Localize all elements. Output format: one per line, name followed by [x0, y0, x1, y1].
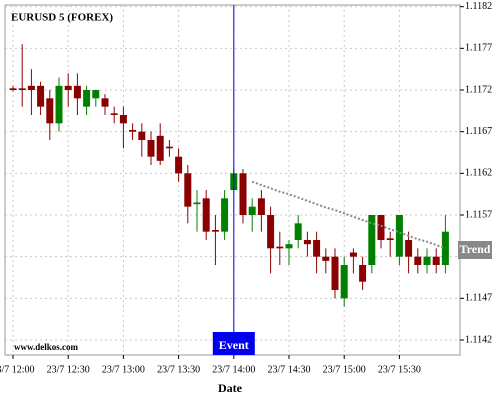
watermark: www.delkos.com [14, 342, 79, 352]
candle-body [18, 88, 26, 90]
candle-body [73, 85, 81, 99]
candle-body [432, 256, 440, 265]
candle-body [386, 238, 394, 240]
candle-body [202, 198, 210, 232]
candle-body [129, 130, 137, 132]
candle-body [156, 135, 164, 161]
x-tick-label: 23/7 12:30 [47, 364, 90, 375]
event-label-box [212, 332, 255, 355]
y-tick-label: 1.1172 [465, 84, 492, 95]
candle-body [92, 90, 100, 99]
candle-body [193, 202, 201, 205]
candle-body [184, 173, 192, 207]
candle-body [147, 140, 155, 157]
candle-body [27, 85, 35, 90]
candle-body [37, 85, 45, 107]
y-tick-label: 1.1142 [465, 334, 492, 345]
candle-body [340, 265, 348, 299]
x-tick-label: 23/7 15:30 [378, 364, 421, 375]
y-tick-label: 1.1182 [465, 1, 492, 12]
y-tick-label: 1.1157 [465, 209, 492, 220]
x-tick-label: 23/7 12:00 [0, 364, 35, 375]
event-label: Event [219, 338, 249, 352]
chart-title: EURUSD 5 (FOREX) [11, 12, 113, 24]
candle-body [359, 265, 367, 282]
x-tick-label: 23/7 13:00 [102, 364, 145, 375]
trend-label: Trend [460, 242, 491, 256]
candle-body [248, 206, 256, 215]
candle-body [303, 240, 311, 245]
y-tick-label: 1.1177 [465, 43, 492, 54]
candle-body [313, 240, 321, 257]
y-tick-label: 1.1167 [465, 126, 492, 137]
y-tick-label: 1.1147 [465, 293, 492, 304]
candle-body [46, 98, 54, 124]
candle-body [368, 215, 376, 265]
candle-body [211, 230, 219, 232]
candle-body [64, 85, 72, 90]
y-tick-label: 1.1162 [465, 168, 492, 179]
candle-body [138, 131, 146, 140]
candle-body [405, 240, 413, 257]
trend-label-box [458, 241, 492, 259]
candle-body [285, 244, 293, 249]
candle-body [414, 256, 422, 265]
candle-body [165, 146, 173, 149]
candle-body [349, 252, 357, 257]
x-tick-label: 23/7 13:30 [157, 364, 200, 375]
candle-body [395, 215, 403, 257]
candle-body [83, 90, 91, 107]
candle-body [322, 256, 330, 261]
candle-body [239, 173, 247, 215]
candle-body [267, 215, 275, 249]
candle-body [175, 156, 183, 174]
candle-body [257, 198, 265, 215]
candle-body [377, 215, 385, 240]
x-tick-label: 23/7 14:00 [212, 364, 255, 375]
candle-body [276, 246, 284, 249]
candle-body [331, 256, 339, 290]
candle-body [294, 223, 302, 240]
x-tick-label: 23/7 14:30 [267, 364, 310, 375]
candle-body [101, 98, 109, 107]
x-tick-label: 23/7 15:00 [323, 364, 366, 375]
candle-body [441, 231, 449, 265]
candle-body [110, 113, 118, 115]
candle-body [55, 85, 63, 124]
candle-body [221, 198, 229, 232]
candle-body [9, 88, 17, 90]
x-axis-label: Date [218, 381, 243, 395]
candle-body [423, 256, 431, 265]
candle-body [119, 115, 127, 124]
